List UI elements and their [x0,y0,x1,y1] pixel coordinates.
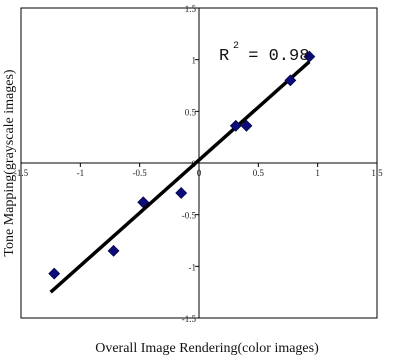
x-tick-label: -1 [77,168,85,178]
r-squared-superscript: 2 [233,41,239,52]
x-axis-title: Overall Image Rendering(color images) [95,341,319,356]
x-tick-label: 0 [197,168,202,178]
x-tick-label: 1 [315,168,320,178]
y-tick-label: 1.5 [185,4,197,14]
r-squared-label: R [219,47,229,66]
x-tick-label: 1.5 [371,168,383,178]
x-tick-label: -0.5 [133,168,148,178]
data-point-marker [240,119,253,132]
fit-line-layer [49,60,311,294]
x-tick-label: -1.5 [14,168,29,178]
y-tick-label: -0.5 [182,211,197,221]
points-layer [48,50,316,280]
y-tick-label: -1.5 [182,314,197,324]
regression-line [49,60,311,294]
y-axis-title: Tone Mapping(grayscale images) [2,69,17,257]
x-tick-label: 0.5 [253,168,265,178]
data-point-marker [48,267,61,280]
data-point-marker [137,196,150,209]
data-point-marker [107,244,120,257]
y-tick-label: 1 [192,56,197,66]
data-point-marker [229,119,242,132]
y-tick-label: 0.5 [185,107,197,117]
data-point-marker [284,74,297,87]
ticks-layer: -1.5-1-0.500.511.51.510.50-0.5-1-1.5 [14,4,383,324]
r-squared-value: = 0.98 [238,47,309,66]
data-point-marker [303,50,316,63]
y-tick-label: -1 [189,262,197,272]
data-point-marker [175,187,188,199]
